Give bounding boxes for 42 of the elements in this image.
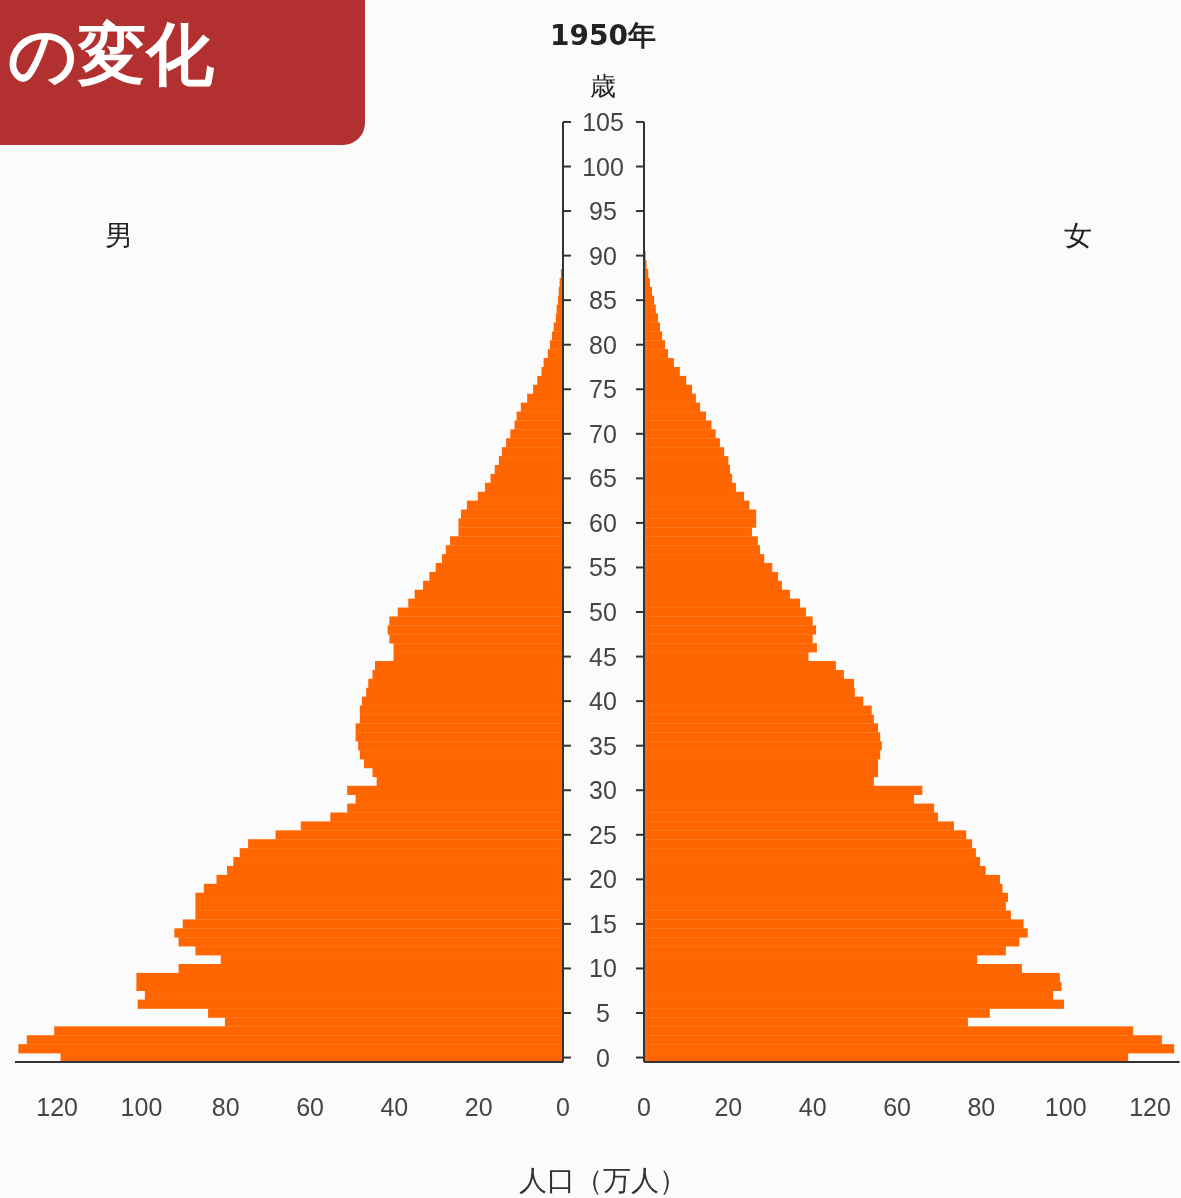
x-tick-label: 20 xyxy=(714,1093,743,1121)
y-tick-label: 30 xyxy=(589,776,617,805)
x-tick-label: 120 xyxy=(1129,1093,1171,1121)
y-tick-label: 25 xyxy=(589,820,617,849)
y-tick-label: 55 xyxy=(589,553,617,582)
x-tick-label: 80 xyxy=(967,1093,996,1121)
x-tick-label: 60 xyxy=(883,1093,911,1121)
x-tick-label: 100 xyxy=(1044,1093,1087,1121)
y-tick-label: 95 xyxy=(589,197,617,226)
x-axis-title: 人口（万人） xyxy=(519,1164,687,1197)
x-tick-label: 40 xyxy=(380,1093,409,1121)
x-tick-label: 80 xyxy=(211,1093,240,1121)
y-tick-label: 70 xyxy=(589,419,617,448)
y-tick-label: 90 xyxy=(589,241,617,270)
text: の変化 xyxy=(8,15,215,94)
x-tick-label: 100 xyxy=(120,1093,163,1121)
text: 男 xyxy=(105,219,134,252)
x-tick-label: 40 xyxy=(798,1093,827,1121)
x-tick-label: 120 xyxy=(36,1093,79,1121)
y-tick-label: 100 xyxy=(582,152,624,181)
y-tick-label: 65 xyxy=(589,464,617,493)
text: 女 xyxy=(1063,219,1092,252)
y-tick-label: 60 xyxy=(589,508,617,537)
x-tick-label: 0 xyxy=(556,1093,570,1121)
y-tick-label: 50 xyxy=(589,598,617,627)
chart-title: 1950年 xyxy=(550,19,656,52)
y-tick-label: 15 xyxy=(589,909,617,938)
y-tick-label: 80 xyxy=(589,330,617,359)
y-tick-label: 20 xyxy=(589,865,617,894)
y-tick-label: 5 xyxy=(596,998,610,1027)
x-tick-label: 60 xyxy=(296,1093,324,1121)
y-tick-label: 40 xyxy=(589,687,617,716)
x-tick-label: 0 xyxy=(637,1093,651,1121)
y-tick-label: 85 xyxy=(589,286,617,315)
y-tick-label: 0 xyxy=(596,1043,610,1072)
y-tick-label: 35 xyxy=(589,731,617,760)
y-tick-label: 10 xyxy=(589,954,617,983)
y-tick-label: 75 xyxy=(589,375,617,404)
x-tick-label: 20 xyxy=(464,1093,493,1121)
y-tick-label: 45 xyxy=(589,642,617,671)
y-axis-title: 歳 xyxy=(590,71,616,101)
y-tick-label: 105 xyxy=(582,107,624,136)
